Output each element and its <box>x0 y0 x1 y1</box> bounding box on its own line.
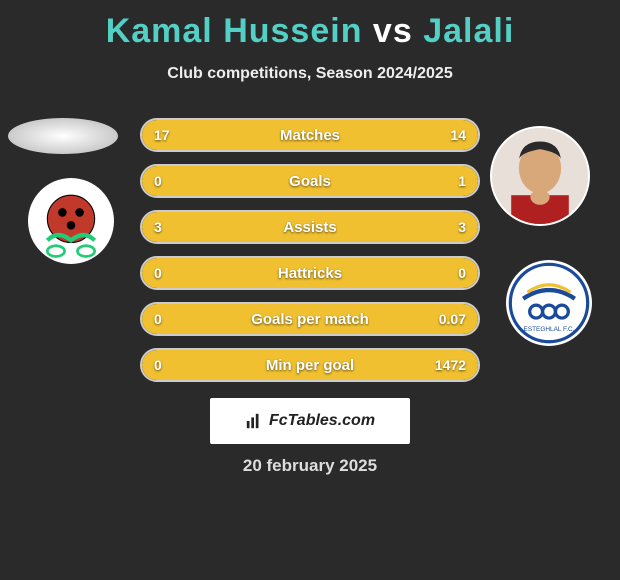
page-title: Kamal Hussein vs Jalali <box>0 0 620 51</box>
stat-value-right: 1 <box>458 166 466 196</box>
stat-bar: Assists3 3 <box>140 210 480 244</box>
title-player1: Kamal Hussein <box>106 12 363 50</box>
stat-value-left: 0 <box>154 166 162 196</box>
stat-value-right: 0.07 <box>439 304 466 334</box>
stat-value-left: 3 <box>154 212 162 242</box>
stat-label: Assists <box>142 212 478 242</box>
stat-bar: Matches17 14 <box>140 118 480 152</box>
stat-value-right: 3 <box>458 212 466 242</box>
player2-avatar <box>490 126 590 226</box>
title-player2: Jalali <box>423 12 514 50</box>
watermark-text: FcTables.com <box>269 412 375 430</box>
stat-label: Matches <box>142 120 478 150</box>
stat-value-right: 14 <box>450 120 466 150</box>
player2-club-badge: ESTEGHLAL F.C. <box>506 260 592 346</box>
stat-label: Goals <box>142 166 478 196</box>
stat-label: Min per goal <box>142 350 478 380</box>
svg-text:ESTEGHLAL F.C.: ESTEGHLAL F.C. <box>524 326 575 333</box>
subtitle: Club competitions, Season 2024/2025 <box>0 65 620 83</box>
player1-club-badge <box>28 178 114 264</box>
title-vs: vs <box>373 12 413 50</box>
stat-value-left: 17 <box>154 120 170 150</box>
stat-bar: Goals per match0 0.07 <box>140 302 480 336</box>
player1-avatar-placeholder <box>8 118 118 154</box>
club-crest-icon <box>28 178 114 264</box>
watermark: FcTables.com <box>210 398 410 444</box>
stat-label: Goals per match <box>142 304 478 334</box>
club-crest-icon: ESTEGHLAL F.C. <box>506 260 592 346</box>
bars-icon <box>245 412 263 430</box>
stat-value-left: 0 <box>154 258 162 288</box>
stat-value-right: 0 <box>458 258 466 288</box>
stat-label: Hattricks <box>142 258 478 288</box>
stat-value-right: 1472 <box>435 350 466 380</box>
stat-bar: Min per goal0 1472 <box>140 348 480 382</box>
stat-bar: Hattricks0 0 <box>140 256 480 290</box>
stat-value-left: 0 <box>154 304 162 334</box>
stat-bar: Goals0 1 <box>140 164 480 198</box>
date: 20 february 2025 <box>0 456 620 476</box>
stat-value-left: 0 <box>154 350 162 380</box>
stats-container: Matches1714Goals01Assists33Hattricks00Go… <box>140 118 480 394</box>
